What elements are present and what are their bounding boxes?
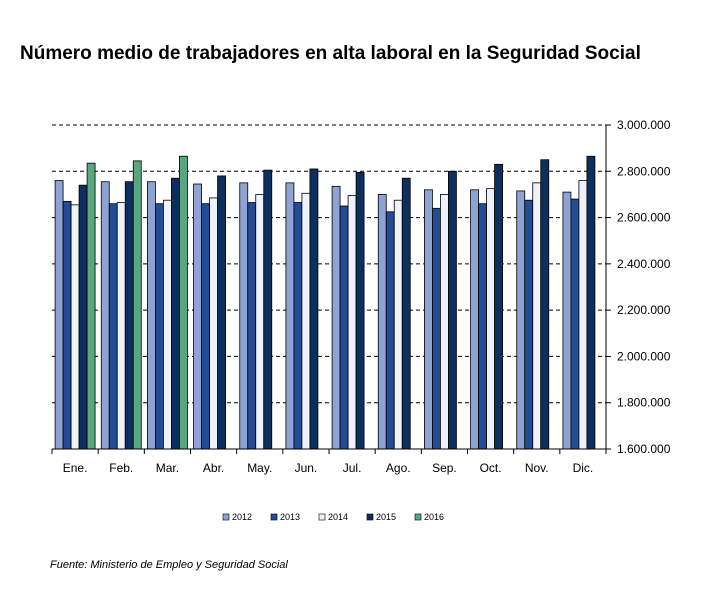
bar-2012-Feb [100,181,110,450]
bar-2013-Ago [385,211,395,450]
legend-label-2014: 2014 [328,512,348,522]
y-tick-label: 1.600.000 [617,442,671,456]
x-tick-label: Ene. [63,461,88,475]
bar-2015-Nov [540,159,550,450]
bar-2015-Feb [124,181,134,450]
y-tick-label: 1.800.000 [617,396,671,410]
bar-2015-Mar [171,177,180,450]
chart-title: Número medio de trabajadores en alta lab… [20,43,641,64]
bar-2013-Abr [201,203,210,450]
bar-2016-Feb [132,160,142,450]
bar-2013-Jul [339,205,349,450]
bar-2013-Mar [155,203,164,450]
bar-2015-Sep [448,170,457,450]
bar-2015-Jun [309,168,319,450]
bar-2013-Oct [478,203,487,450]
y-tick-label: 3.000.000 [617,118,671,132]
legend-label-2015: 2015 [376,512,396,522]
legend: 2012 2013 2014 2015 2016 [222,512,444,522]
legend-label-2016: 2016 [424,512,444,522]
bar-2012-Sep [424,189,433,450]
x-tick-label: Oct. [480,461,502,475]
bar-2013-Jun [293,202,303,450]
bar-2012-Ago [377,194,387,450]
bar-2015-Ago [401,177,411,450]
bar-2014-Ago [393,199,403,450]
legend-swatch-2012 [222,513,230,521]
bar-2014-Oct [486,188,495,450]
y-tick-label: 2.200.000 [617,303,671,317]
bar-2014-Ene [70,204,80,450]
bar-2014-May [255,194,265,450]
bar-2013-Ene [62,200,72,450]
bar-2014-Dic [578,180,588,450]
x-tick-label: Abr. [203,461,224,475]
bar-2013-May [247,202,257,450]
bar-2015-Ene [78,184,88,450]
legend-label-2012: 2012 [232,512,252,522]
x-tick-label: Jul. [343,461,362,475]
bar-2014-Feb [116,202,126,450]
axes: 1.600.000 1.800.000 2.000.000 2.200.000 2.40… [51,118,671,475]
bar-2016-Ene [86,162,96,450]
source-note: Fuente: Ministerio de Empleo y Seguridad… [50,559,288,571]
bar-2014-Jun [301,192,311,450]
bar-2015-Oct [494,163,503,450]
x-tick-label: Mar. [156,461,179,475]
bar-2013-Dic [570,198,580,450]
x-tick-label: May. [247,461,272,475]
x-tick-label: Nov. [525,461,549,475]
bar-2014-Sep [440,194,449,450]
bar-2014-Abr [209,197,218,450]
legend-label-2013: 2013 [280,512,300,522]
x-tick-label: Dic. [573,461,594,475]
bar-2012-Jun [285,182,295,450]
bar-2013-Feb [108,203,118,450]
legend-swatch-2016 [414,513,422,521]
y-tick-label: 2.000.000 [617,349,671,363]
bar-2015-Dic [586,155,596,450]
bar-2012-Jul [331,185,341,450]
legend-swatch-2015 [366,513,374,521]
bar-2015-May [263,169,273,450]
y-tick-label: 2.800.000 [617,164,671,178]
y-tick-label: 2.600.000 [617,211,671,225]
bar-2015-Abr [217,175,226,450]
y-tick-label: 2.400.000 [617,257,671,271]
bar-2013-Sep [432,207,441,450]
bar-2012-Nov [516,190,526,450]
bar-2012-Dic [562,191,572,450]
bar-2012-Ene [54,180,64,450]
bar-2014-Jul [347,195,357,450]
bar-2014-Mar [163,199,172,450]
legend-swatch-2013 [270,513,278,521]
x-tick-label: Sep. [432,461,457,475]
bar-2016-Mar [179,155,188,450]
x-tick-label: Ago. [386,461,411,475]
bar-2015-Jul [355,172,365,450]
bars [54,155,596,450]
bar-2012-May [239,182,249,450]
x-tick-label: Jun. [295,461,318,475]
bar-2013-Nov [524,199,534,450]
x-tick-label: Feb. [109,461,133,475]
bar-2012-Mar [147,181,156,450]
gridlines [52,124,606,404]
bar-2012-Abr [193,183,202,450]
bar-2014-Nov [532,182,542,450]
legend-swatch-2014 [318,513,326,521]
bar-2012-Oct [470,189,479,450]
